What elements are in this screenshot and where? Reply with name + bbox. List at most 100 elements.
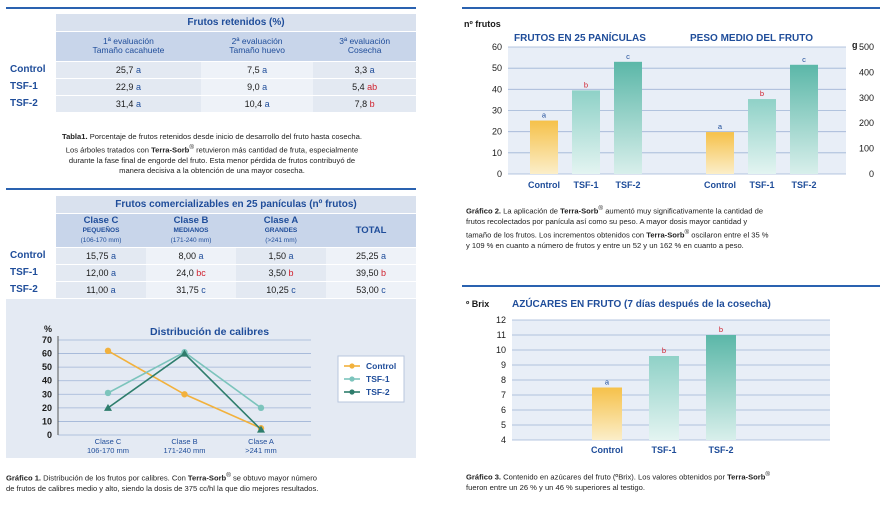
table2-col-4: TOTAL (326, 213, 416, 248)
chart3-svg: º Brix AZÚCARES EN FRUTO (7 días después… (466, 297, 830, 455)
graph1-caption: Gráfico 1. Distribución de los frutos po… (6, 472, 319, 494)
y-tick-label: 10 (492, 148, 502, 158)
table2-col-2: Clase B MEDIANOS (171-240 mm) (146, 213, 236, 248)
table1-title: Frutos retenidos (%) (56, 14, 416, 32)
series-line-tsf-1 (107, 351, 262, 409)
table-frutos-retenidos: Frutos retenidos (%) 1ª evaluación Tamaño… (6, 14, 416, 113)
legend-marker (349, 389, 355, 395)
graph3-caption: Gráfico 3. Contenido en azúcares del fru… (466, 471, 771, 493)
legend-marker (349, 376, 355, 382)
y-tick-label: 50 (492, 63, 502, 73)
y-tick-label: 70 (42, 335, 52, 345)
data-point (104, 389, 112, 397)
data-point (180, 349, 189, 357)
data-point (104, 347, 112, 355)
table-row: Control 15,75 a 8,00 a 1,50 a 25,25 a (6, 247, 416, 265)
y-tick-label: 6 (501, 405, 506, 415)
y-tick-label: 40 (492, 84, 502, 94)
bar-letter: b (662, 346, 666, 355)
chart2-svg: nº frutos FRUTOS EN 25 PANÍCULAS PESO ME… (464, 19, 874, 190)
x-tick-label: TSF-1 (573, 180, 598, 190)
table1-col-2: 2ª evaluación Tamaño huevo (200, 31, 314, 62)
x-tick-label: TSF-1 (651, 445, 676, 455)
series-line-control (107, 350, 262, 429)
peso-bar-tsf-2 (790, 64, 818, 174)
x-tick-label: Clase C (95, 437, 122, 446)
x-tick-label: Clase A (248, 437, 274, 446)
mid-rule-left (6, 188, 416, 190)
top-rule-right (462, 7, 880, 9)
top-rule-left (6, 7, 416, 9)
brix-bar-tsf-2 (706, 335, 736, 440)
bar-letter: a (542, 111, 547, 120)
y-tick-label: 20 (42, 403, 52, 413)
table-row: Control 25,7 a 7,5 a 3,3 a (6, 61, 416, 79)
y-tick-label: 0 (497, 169, 502, 179)
y-tick-label: 9 (501, 360, 506, 370)
y-tick-label: 60 (42, 349, 52, 359)
y-tick-label-right: 500 (859, 42, 874, 52)
y-tick-label: 11 (497, 330, 506, 340)
chart2-title-right: PESO MEDIO DEL FRUTO (690, 33, 813, 44)
chart3-title: AZÚCARES EN FRUTO (7 días después de la … (512, 297, 771, 310)
brix-bar-tsf-1 (649, 356, 679, 440)
chart3-ylabel: º Brix (466, 299, 489, 309)
y-tick-label-right: 300 (859, 93, 874, 103)
table-row: TSF-2 11,00 a 31,75 c 10,25 c 53,00 c (6, 281, 416, 299)
y-tick-label-right: 0 (869, 169, 874, 179)
y-tick-label: 10 (42, 416, 52, 426)
y-tick-label-right: 400 (859, 67, 874, 77)
y-tick-label: 10 (496, 345, 506, 355)
x-tick-label: TSF-2 (615, 180, 640, 190)
y-tick-label: 12 (496, 315, 506, 325)
frutos-bar-tsf-2 (614, 61, 642, 174)
y-tick-label-right: 200 (859, 118, 874, 128)
x-tick-label: TSF-2 (791, 180, 816, 190)
frutos-bar-tsf-1 (572, 90, 600, 174)
y-tick-label: 7 (501, 390, 506, 400)
legend-label: TSF-2 (366, 387, 390, 397)
peso-bar-control (706, 132, 734, 174)
y-tick-label-right: 100 (859, 144, 874, 154)
x-tick-label: 106-170 mm (87, 446, 129, 455)
y-tick-label: 40 (42, 376, 52, 386)
table2-col-3: Clase A GRANDES (>241 mm) (236, 213, 326, 248)
table2-title: Frutos comercializables en 25 panículas … (56, 196, 416, 214)
table-row: TSF-1 22,9 a 9,0 a 5,4 ab (6, 78, 416, 96)
y-tick-label: 60 (492, 42, 502, 52)
x-tick-label: Control (528, 180, 560, 190)
chart2-ylabel-right: g (852, 40, 858, 50)
table2-col-1: Clase C PEQUEÑOS (106-170 mm) (56, 213, 146, 248)
table-row: TSF-1 12,00 a 24,0 bc 3,50 b 39,50 b (6, 264, 416, 282)
graph2-caption: Gráfico 2. La aplicación de Terra-Sorb® … (466, 205, 769, 250)
bar-letter: a (718, 122, 723, 131)
legend-label: TSF-1 (366, 374, 390, 384)
data-point (257, 425, 265, 433)
table1-col-1: 1ª evaluación Tamaño cacahuete (56, 31, 201, 62)
table-row: TSF-2 31,4 a 10,4 a 7,8 b (6, 95, 416, 113)
y-tick-label: 20 (492, 127, 502, 137)
chart1-title: Distribución de calibres (150, 326, 270, 338)
bar-letter: a (605, 378, 610, 387)
x-tick-label: TSF-1 (749, 180, 774, 190)
chart2-title-left: FRUTOS EN 25 PANÍCULAS (514, 31, 646, 44)
data-point (181, 391, 188, 398)
x-tick-label: Control (591, 445, 623, 455)
brix-bar-control (592, 387, 622, 440)
table1-col-3: 3ª evaluación Cosecha (313, 31, 416, 62)
legend-label: Control (366, 361, 396, 371)
x-tick-label: Control (704, 180, 736, 190)
frutos-bar-control (530, 120, 558, 174)
data-point (104, 403, 112, 411)
bar-letter: b (719, 325, 723, 334)
chart2-ylabel-left: nº frutos (464, 19, 501, 29)
mid-rule-right (462, 285, 880, 287)
table1-caption: Tabla1. Porcentaje de frutos retenidos d… (62, 132, 362, 176)
y-tick-label: 4 (501, 435, 506, 445)
y-tick-label: 50 (42, 362, 52, 372)
y-tick-label: 5 (501, 420, 506, 430)
x-tick-label: 171-240 mm (163, 446, 205, 455)
x-tick-label: >241 mm (245, 446, 276, 455)
data-point (257, 404, 265, 412)
